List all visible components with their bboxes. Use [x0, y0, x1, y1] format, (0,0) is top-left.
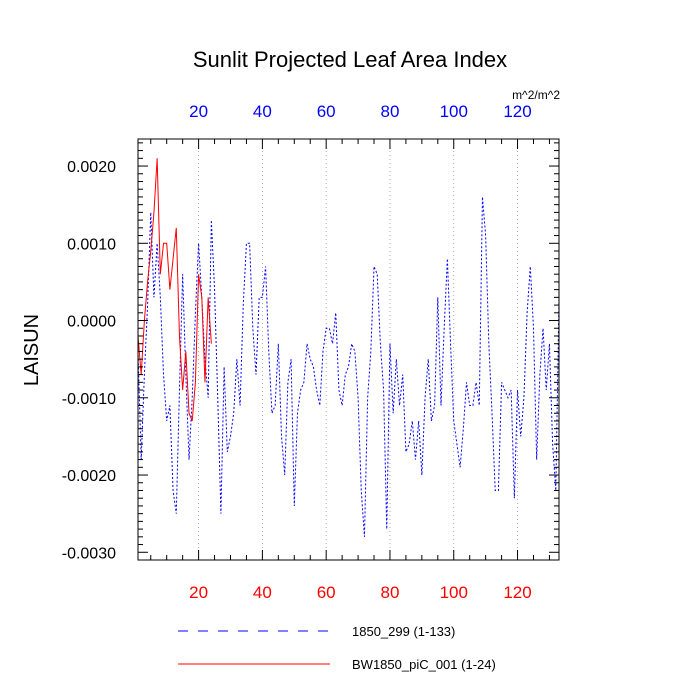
- y-tick-label: -0.0010: [62, 391, 116, 408]
- chart-title: Sunlit Projected Leaf Area Index: [193, 47, 507, 72]
- x-tick-label-bottom: 80: [381, 583, 400, 602]
- x-tick-label-bottom: 100: [440, 583, 468, 602]
- x-tick-label-top: 40: [253, 102, 272, 121]
- grid-lines: [198, 139, 518, 560]
- y-tick-label: -0.0020: [62, 468, 116, 485]
- x-tick-label-bottom: 120: [503, 583, 531, 602]
- x-tick-label-top: 120: [503, 102, 531, 121]
- legend: 1850_299 (1-133) BW1850_piC_001 (1-24): [178, 624, 496, 672]
- plot-frame: [137, 138, 560, 561]
- x-tick-label-bottom: 40: [253, 583, 272, 602]
- y-axis-label: LAISUN: [21, 314, 43, 386]
- x-tick-label-bottom: 60: [317, 583, 336, 602]
- legend-label-0: 1850_299 (1-133): [352, 624, 455, 639]
- series-group: [138, 158, 559, 537]
- y-tick-label: -0.0030: [62, 545, 116, 562]
- x-tick-label-top: 100: [440, 102, 468, 121]
- axes-group: 20 20 40 40 60 60 80 80 100 100 120 120 0.0020 0.0010…: [62, 102, 559, 602]
- legend-label-1: BW1850_piC_001 (1-24): [352, 657, 496, 672]
- series-line-1: [138, 158, 212, 422]
- y-tick-label: 0.0020: [67, 159, 116, 176]
- x-tick-label-bottom: 20: [189, 583, 208, 602]
- y-tick-label: 0.0000: [67, 314, 116, 331]
- units-label: m^2/m^2: [512, 88, 560, 102]
- x-tick-label-top: 80: [381, 102, 400, 121]
- series-line-0: [138, 196, 559, 537]
- x-tick-label-top: 20: [189, 102, 208, 121]
- y-tick-label: 0.0010: [67, 236, 116, 253]
- x-tick-label-top: 60: [317, 102, 336, 121]
